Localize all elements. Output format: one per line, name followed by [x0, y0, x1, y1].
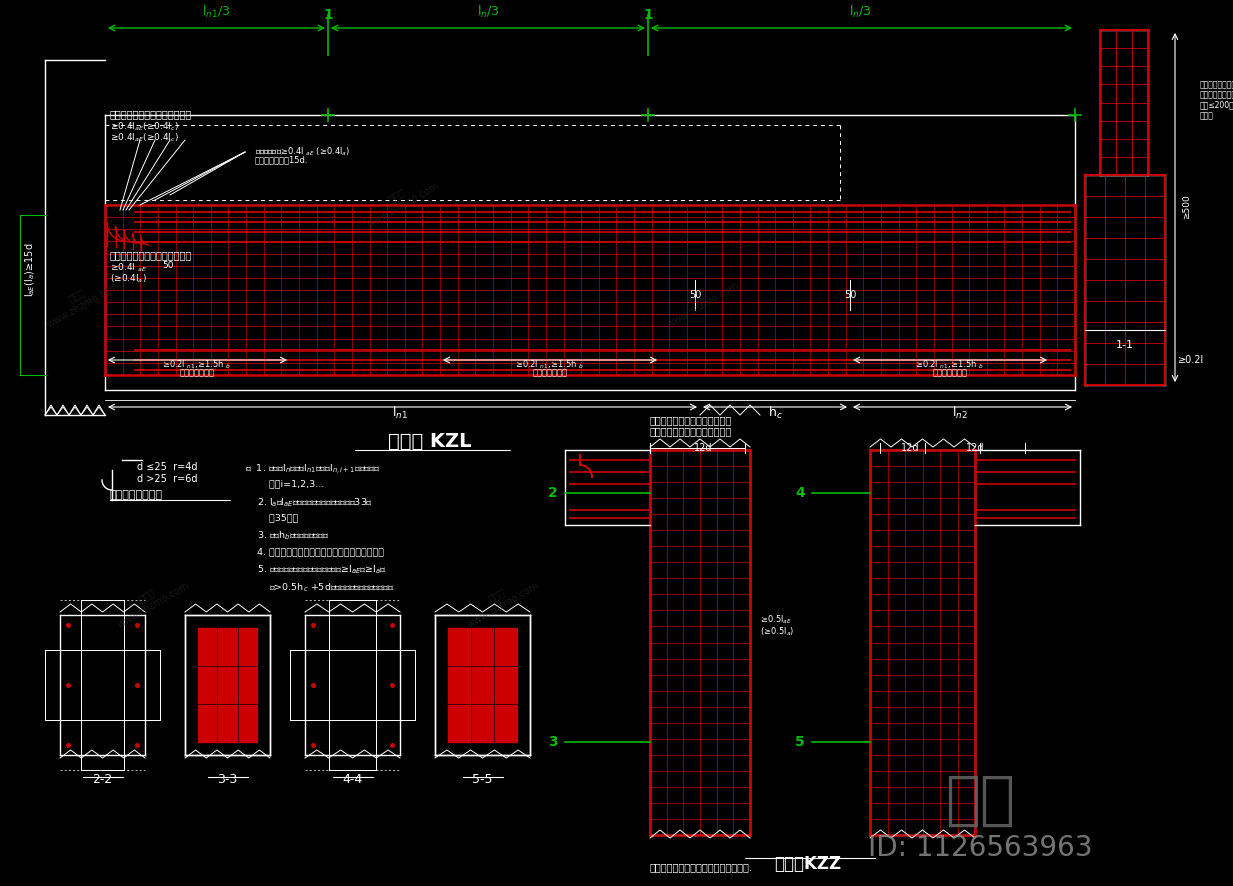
Text: 2-2: 2-2 — [92, 773, 112, 786]
Bar — [218, 705, 237, 742]
Text: 12d: 12d — [965, 443, 984, 453]
Bar — [218, 628, 237, 664]
Text: 4-4: 4-4 — [343, 773, 363, 786]
Text: 50: 50 — [162, 261, 174, 270]
Text: 1-1: 1-1 — [1116, 340, 1134, 350]
Text: ≥0.2l $_{n1}$,≥1.5h $_{b}$: ≥0.2l $_{n1}$,≥1.5h $_{b}$ — [915, 358, 985, 370]
Text: ≥0.4l $_{aE}$: ≥0.4l $_{aE}$ — [110, 261, 147, 274]
Text: ≥0.2l: ≥0.2l — [1178, 355, 1205, 365]
Text: 加（搭接）弯钩15d.: 加（搭接）弯钩15d. — [255, 155, 308, 164]
Text: l$_n$/3: l$_n$/3 — [848, 4, 872, 20]
Text: 12d: 12d — [694, 443, 713, 453]
Text: 3: 3 — [549, 735, 559, 749]
Text: 伸至柱外边（柱纵筋内侧）、且: 伸至柱外边（柱纵筋内侧）、且 — [110, 250, 192, 260]
Bar — [448, 666, 470, 703]
Bar — [199, 666, 216, 703]
Text: 第35页。: 第35页。 — [245, 513, 298, 522]
Text: 注  1. 跨度值l$_n$为左跨l$_{n1}$和右跨l$_{n,i+1}$之较大值。: 注 1. 跨度值l$_n$为左跨l$_{n1}$和右跨l$_{n,i+1}$之较… — [245, 462, 380, 476]
Text: 框支梁 KZL: 框支梁 KZL — [388, 432, 472, 451]
Bar — [496, 628, 517, 664]
Text: 框支柱部分纵筋延伸到上层剪力
墙锚板底，原则为：能通则通。: 框支柱部分纵筋延伸到上层剪力 墙锚板底，原则为：能通则通。 — [650, 415, 732, 437]
Bar — [448, 705, 470, 742]
Text: 50: 50 — [689, 290, 702, 300]
Text: 伸至柱外边（柱纵筋内侧）、且: 伸至柱外边（柱纵筋内侧）、且 — [110, 109, 192, 119]
Text: 知末网
www.zhzmo.com: 知末网 www.zhzmo.com — [660, 270, 741, 330]
Text: 5: 5 — [795, 735, 805, 749]
Text: 5. 当梁下部纵筋和梁面纵筋直锚长度≥l$_{aE}$（≥l$_a$）: 5. 当梁下部纵筋和梁面纵筋直锚长度≥l$_{aE}$（≥l$_a$） — [245, 564, 386, 577]
Text: 纵向钢筋弯折要求: 纵向钢筋弯折要求 — [110, 490, 163, 500]
Text: 3. 图中h$_b$为梁截面的高度。: 3. 图中h$_b$为梁截面的高度。 — [245, 530, 329, 542]
Bar — [472, 705, 493, 742]
Text: （箍筋加密区）: （箍筋加密区） — [932, 368, 968, 377]
Bar — [239, 705, 256, 742]
Text: l$_{n1}$: l$_{n1}$ — [392, 405, 408, 421]
Text: l$_n$/3: l$_n$/3 — [477, 4, 499, 20]
Text: 知末网
www.zhzmo.com: 知末网 www.zhzmo.com — [460, 571, 540, 630]
Text: 2: 2 — [549, 486, 559, 500]
Bar — [199, 705, 216, 742]
Text: 4: 4 — [795, 486, 805, 500]
Bar — [496, 705, 517, 742]
Text: （箍筋加密区）: （箍筋加密区） — [180, 368, 215, 377]
Text: 知末网
www.zhzmo.com: 知末网 www.zhzmo.com — [359, 170, 440, 229]
Bar — [472, 666, 493, 703]
Text: h$_c$: h$_c$ — [768, 405, 783, 421]
Text: 知末网
www.zhzmo.com: 知末网 www.zhzmo.com — [110, 571, 191, 630]
Text: 锚锋水平直段≥0.4l $_{aE}$ (≥0.4l$_a$): 锚锋水平直段≥0.4l $_{aE}$ (≥0.4l$_a$) — [255, 145, 350, 158]
Text: 且>0.5h$_c$ +5d时，可不设弯上或水平弯等。: 且>0.5h$_c$ +5d时，可不设弯上或水平弯等。 — [245, 581, 395, 594]
Text: (≥0.5l$_a$): (≥0.5l$_a$) — [760, 626, 794, 638]
Text: 知末: 知末 — [944, 772, 1015, 828]
Text: 按箱室范围留窗，水平间距为非加
密区箍筋间距的商等，竖向后箱高
间距≤200，上下相邻两排拉筋错
开设置: 按箱室范围留窗，水平间距为非加 密区箍筋间距的商等，竖向后箱高 间距≤200，上… — [1200, 80, 1233, 120]
Text: （箍筋加密区）: （箍筋加密区） — [533, 368, 567, 377]
Text: ID: 1126563963: ID: 1126563963 — [868, 834, 1092, 862]
Text: 50: 50 — [843, 290, 856, 300]
Text: d >25  r=6d: d >25 r=6d — [137, 474, 197, 484]
Text: 其中i=1,2,3...: 其中i=1,2,3... — [245, 479, 324, 488]
Text: (≥0.4l$_a$): (≥0.4l$_a$) — [110, 272, 147, 284]
Text: 1: 1 — [644, 8, 653, 22]
Text: ≥0.4l$_{aE}$(≥0.4l$_c$): ≥0.4l$_{aE}$(≥0.4l$_c$) — [110, 120, 179, 133]
Bar — [448, 628, 470, 664]
Bar — [218, 666, 237, 703]
Text: 注：柱底纵筋的连接构造同抗震框架柱.: 注：柱底纵筋的连接构造同抗震框架柱. — [650, 862, 753, 872]
Text: l$_{n1}$/3: l$_{n1}$/3 — [202, 4, 231, 20]
Text: ≥0.4l$_{aE}$(≥0.4l$_c$): ≥0.4l$_{aE}$(≥0.4l$_c$) — [110, 131, 179, 144]
Bar — [472, 628, 493, 664]
Bar — [199, 628, 216, 664]
Bar — [496, 666, 517, 703]
Text: l$_{n2}$: l$_{n2}$ — [952, 405, 968, 421]
Text: ≥500: ≥500 — [1182, 195, 1191, 220]
Text: 12d: 12d — [901, 443, 920, 453]
Text: ≥0.2l $_{n1}$,≥1.5h $_{b}$: ≥0.2l $_{n1}$,≥1.5h $_{b}$ — [163, 358, 232, 370]
Bar — [239, 628, 256, 664]
Text: 4. 梁纵向钢筋应采用机械连接或等强对焊焊接。: 4. 梁纵向钢筋应采用机械连接或等强对焊焊接。 — [245, 547, 383, 556]
Text: 3-3: 3-3 — [217, 773, 238, 786]
Bar — [239, 666, 256, 703]
Text: d ≤25  r=4d: d ≤25 r=4d — [137, 462, 197, 472]
Text: 1: 1 — [323, 8, 333, 22]
Text: 5-5: 5-5 — [472, 773, 493, 786]
Text: 2. l$_a$，l$_{aE}$取值，箍筋及拉筋等构造见第33至: 2. l$_a$，l$_{aE}$取值，箍筋及拉筋等构造见第33至 — [245, 496, 372, 509]
Text: ≥0.2l $_{n1}$,≥1.5h $_{b}$: ≥0.2l $_{n1}$,≥1.5h $_{b}$ — [515, 358, 584, 370]
Text: ≥0.5l$_{aE}$: ≥0.5l$_{aE}$ — [760, 614, 792, 626]
Text: l$_{aE}$(l$_a$)≥15d: l$_{aE}$(l$_a$)≥15d — [23, 243, 37, 297]
Text: 框支柱KZZ: 框支柱KZZ — [774, 855, 842, 873]
Text: 知末网
www.zhzmo.com: 知末网 www.zhzmo.com — [39, 270, 121, 330]
